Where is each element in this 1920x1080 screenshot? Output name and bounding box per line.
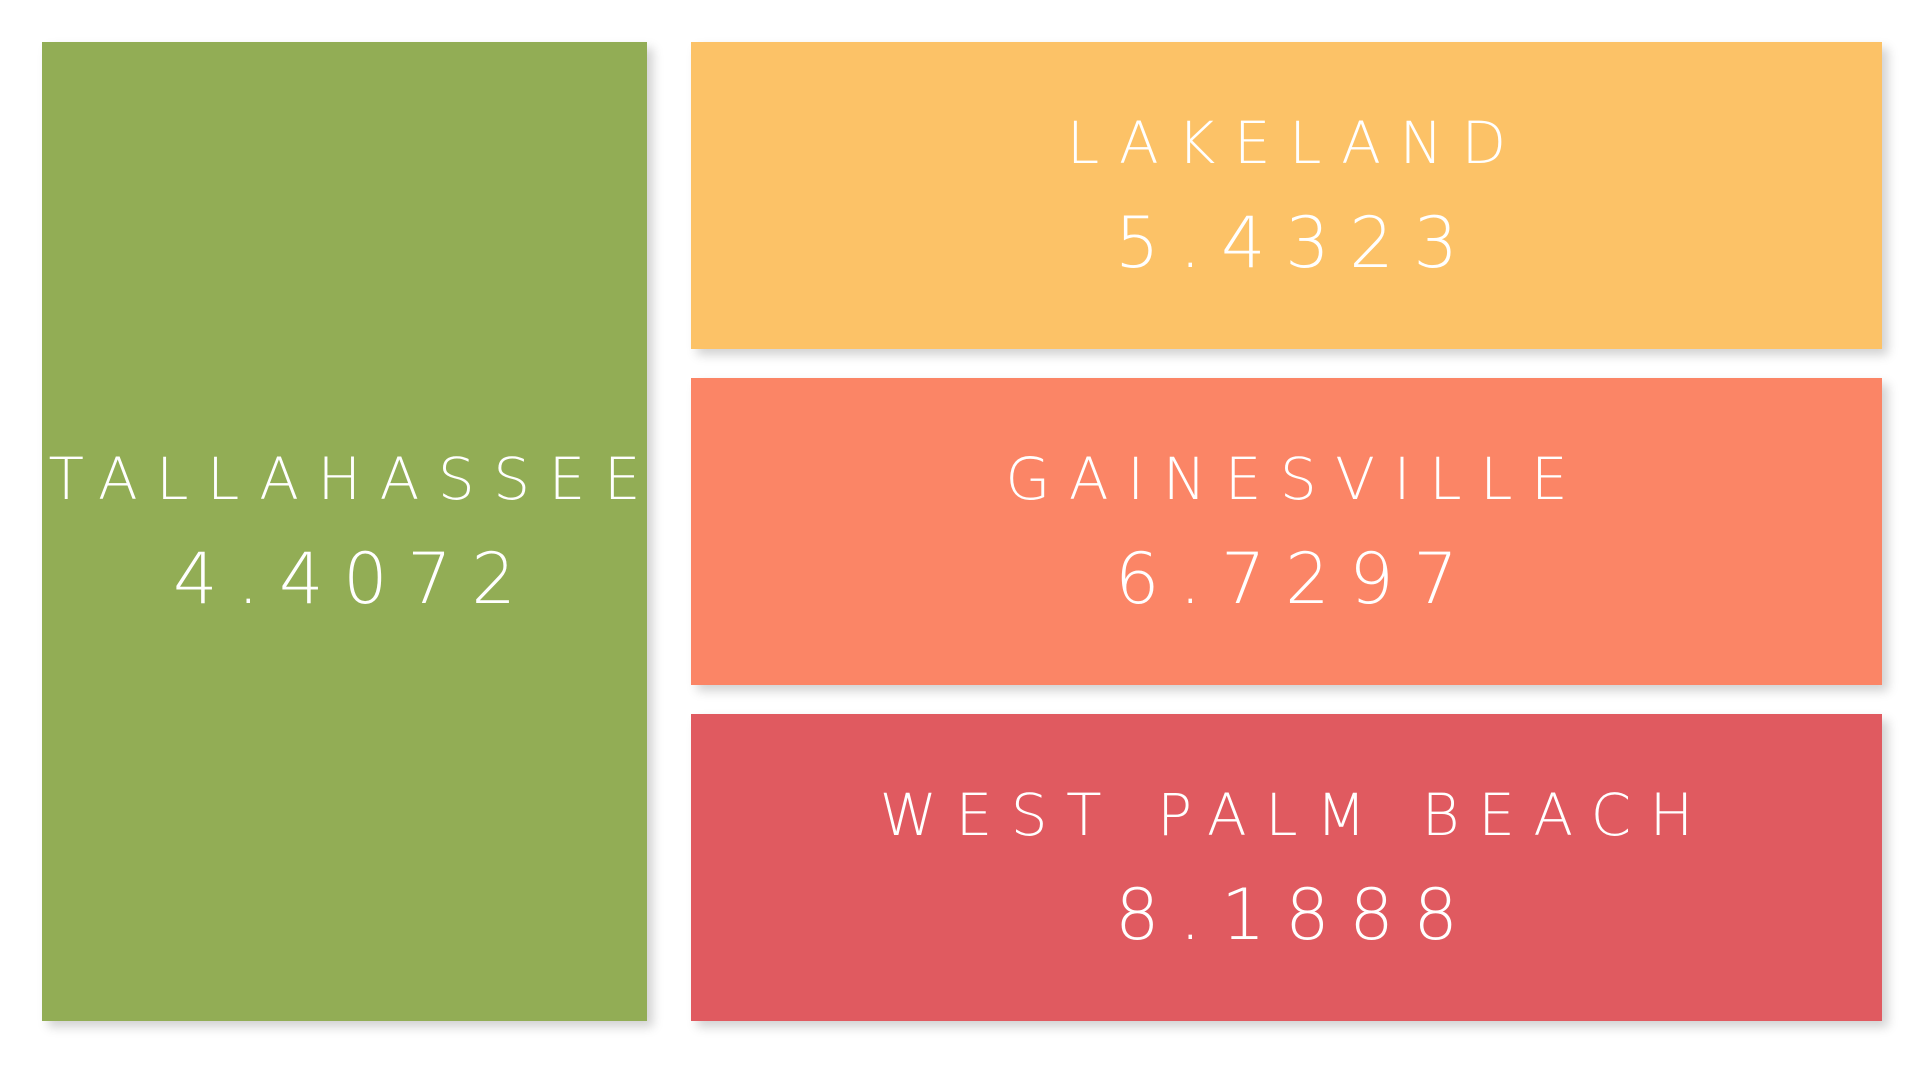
tile-gainesville: GAINESVILLE 6.7297 (691, 378, 1882, 685)
tile-label: LAKELAND (1066, 108, 1525, 177)
tile-label: TALLAHASSEE (48, 444, 660, 513)
tile-value: 6.7297 (1115, 537, 1478, 620)
tile-value: 8.1888 (1115, 873, 1478, 956)
tile-west-palm-beach: WEST PALM BEACH 8.1888 (691, 714, 1882, 1021)
tile-value: 4.4072 (173, 537, 536, 620)
tile-label: WEST PALM BEACH (879, 780, 1712, 849)
tile-lakeland: LAKELAND 5.4323 (691, 42, 1882, 349)
tile-value: 5.4323 (1115, 201, 1478, 284)
tile-tallahassee: TALLAHASSEE 4.4072 (42, 42, 647, 1021)
tile-label: GAINESVILLE (1005, 444, 1587, 513)
